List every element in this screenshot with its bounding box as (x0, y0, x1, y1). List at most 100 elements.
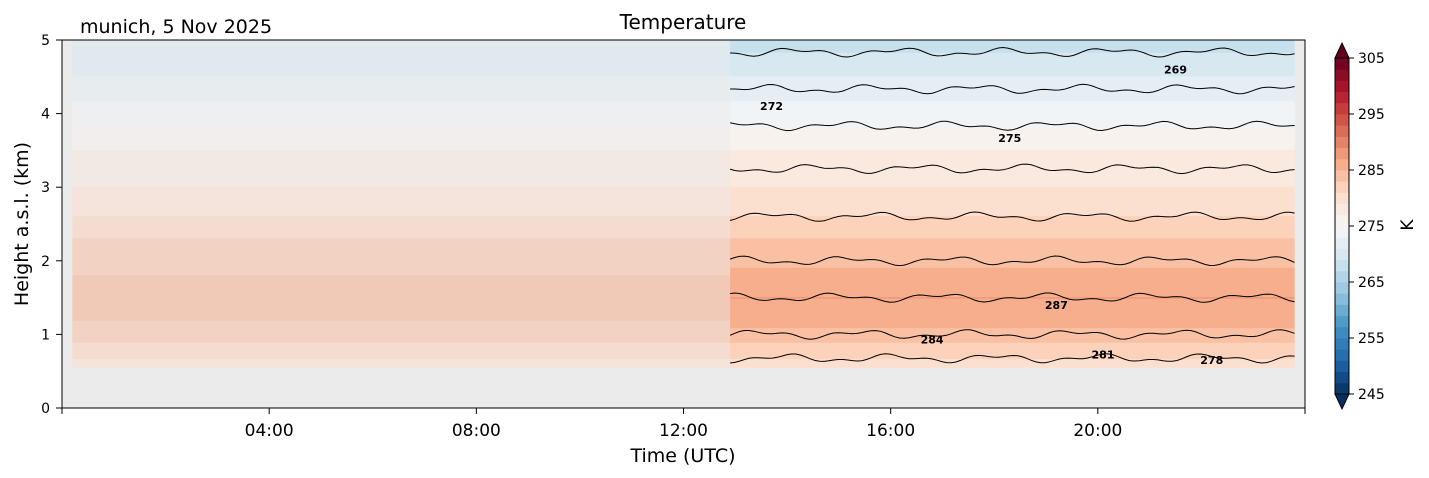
heatmap-cell (730, 271, 1295, 274)
heatmap-cell (730, 134, 1295, 137)
heatmap-cell (72, 290, 731, 293)
heatmap-cell (72, 361, 731, 364)
heatmap-cell (730, 162, 1295, 165)
heatmap-cell (730, 275, 1295, 279)
heatmap-cell (72, 192, 731, 195)
colorbar-level (1335, 360, 1349, 372)
heatmap-cell (730, 71, 1295, 74)
heatmap-cell (730, 355, 1295, 358)
heatmap-cell (730, 159, 1295, 162)
heatmap-cell (72, 63, 731, 67)
heatmap-cell (72, 346, 731, 349)
heatmap-cell (730, 290, 1295, 293)
heatmap-cell (730, 168, 1295, 171)
heatmap-cell (72, 71, 731, 74)
heatmap-cell (72, 137, 731, 140)
heatmap-cell (730, 261, 1295, 264)
heatmap-cell (730, 340, 1295, 343)
heatmap-cell (730, 345, 1295, 348)
heatmap-cell (730, 317, 1295, 320)
heatmap-cell (72, 133, 731, 136)
heatmap-cell (72, 146, 731, 149)
heatmap-cell (72, 327, 731, 330)
heatmap-cell (72, 78, 731, 81)
heatmap-cell (730, 122, 1295, 125)
heatmap-cell (730, 225, 1295, 228)
heatmap-cell (72, 289, 731, 292)
heatmap-cell (730, 137, 1295, 140)
heatmap-cell (72, 353, 731, 357)
heatmap-cell (72, 284, 731, 287)
heatmap-cell (730, 259, 1295, 262)
heatmap-cell (730, 258, 1295, 261)
x-tick-label: 08:00 (452, 421, 501, 441)
heatmap-cell (730, 103, 1295, 106)
heatmap-cell (730, 171, 1295, 174)
heatmap-cell (72, 312, 731, 315)
heatmap-cell (730, 197, 1295, 201)
colorbar-level (1335, 270, 1349, 283)
heatmap-cell (730, 314, 1295, 317)
heatmap-cell (72, 93, 731, 96)
chart-subtitle: munich, 5 Nov 2025 (80, 16, 272, 38)
heatmap-cell (730, 300, 1295, 304)
heatmap-cell (72, 351, 731, 354)
heatmap-cell (730, 214, 1295, 217)
heatmap-cell (72, 186, 731, 189)
heatmap-cell (72, 243, 731, 246)
colorbar-level (1335, 338, 1349, 350)
heatmap-cell (72, 155, 731, 158)
contour-label: 287 (1045, 299, 1068, 312)
heatmap-cell (72, 362, 731, 365)
heatmap-cell (730, 270, 1295, 273)
heatmap-cell (72, 365, 731, 368)
heatmap-cell (730, 277, 1295, 280)
heatmap-cell (72, 77, 731, 80)
heatmap-cell (730, 236, 1295, 239)
heatmap-cell (72, 208, 731, 211)
colorbar-tick-label: 265 (1358, 275, 1385, 291)
heatmap-cell (72, 81, 731, 84)
heatmap-cell (730, 184, 1295, 187)
heatmap-cell (730, 177, 1295, 180)
heatmap-cell (730, 202, 1295, 205)
heatmap-cell (72, 114, 731, 117)
colorbar-label: K (1398, 219, 1418, 231)
colorbar-level (1335, 293, 1349, 305)
heatmap-cell (72, 246, 731, 249)
heatmap-cell (730, 116, 1295, 120)
heatmap-cell (72, 125, 731, 128)
heatmap-cell (72, 240, 731, 243)
heatmap-cell (730, 233, 1295, 236)
heatmap-cell (72, 220, 731, 223)
heatmap-cell (730, 293, 1295, 296)
colorbar-level (1335, 91, 1349, 104)
heatmap-cell (730, 167, 1295, 170)
heatmap-cell (72, 321, 731, 324)
heatmap-cell (72, 222, 731, 226)
heatmap-cell (72, 355, 731, 358)
heatmap-cell (730, 161, 1295, 164)
contour-line (729, 120, 1295, 132)
chart-title: Temperature (619, 10, 747, 34)
colorbar-level (1335, 282, 1349, 294)
heatmap-cell (730, 80, 1295, 83)
heatmap-cell (730, 336, 1295, 339)
heatmap-cell (730, 41, 1295, 44)
heatmap-cell (72, 221, 731, 224)
heatmap-cell (730, 53, 1295, 56)
heatmap-cell (730, 187, 1295, 190)
heatmap-cell (730, 100, 1295, 103)
heatmap-cell (72, 156, 731, 159)
heatmap-cell (730, 86, 1295, 89)
heatmap-cell (72, 209, 731, 212)
heatmap-cell (730, 292, 1295, 295)
heatmap-cell (730, 228, 1295, 231)
heatmap-cell (730, 284, 1295, 287)
heatmap-cell (72, 83, 731, 86)
heatmap-cell (72, 108, 731, 111)
heatmap-cell (72, 275, 731, 279)
heatmap-cell (72, 56, 731, 59)
contour-label: 281 (1092, 348, 1115, 361)
heatmap-cell (730, 247, 1295, 251)
